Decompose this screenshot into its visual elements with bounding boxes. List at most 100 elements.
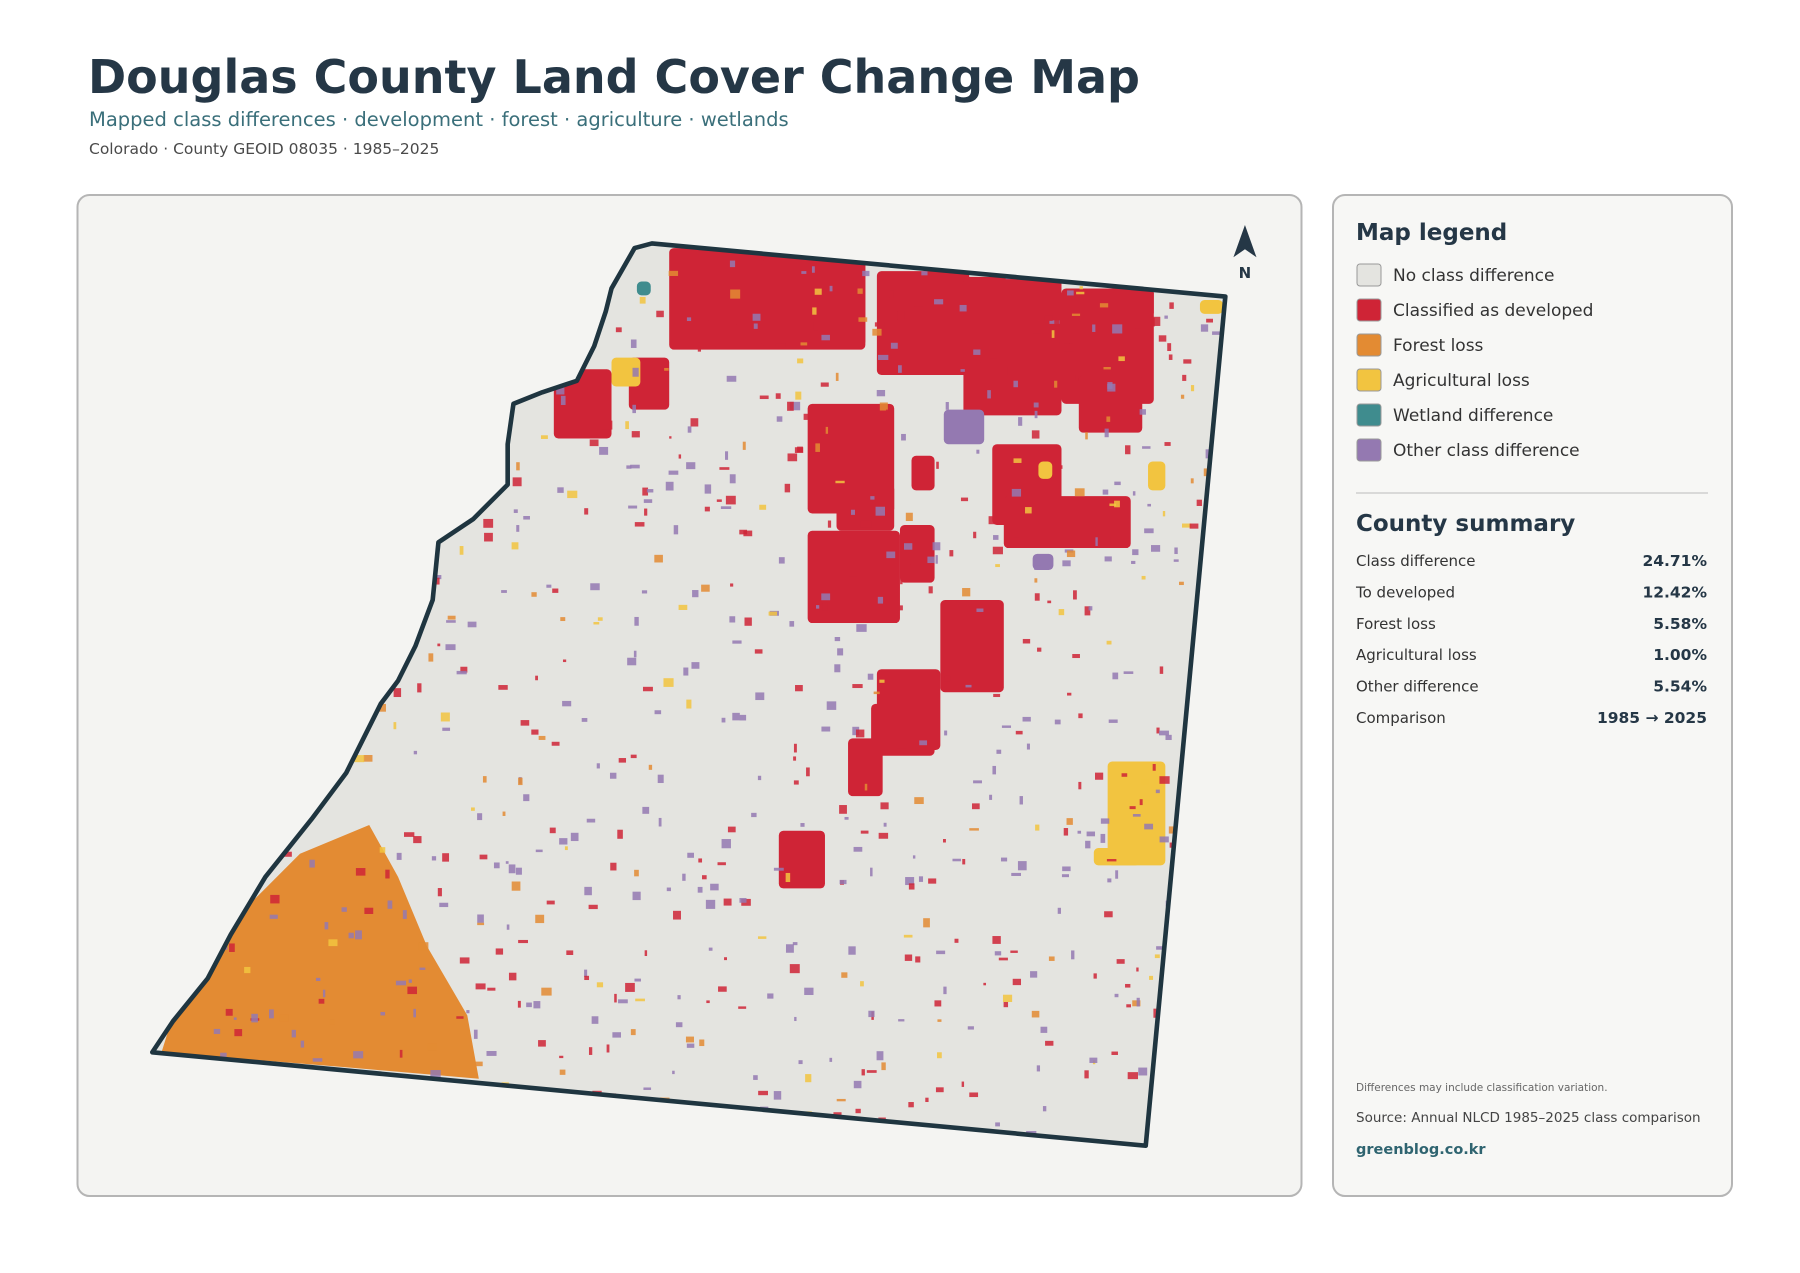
map-patch: [987, 390, 991, 399]
map-patch: [559, 1055, 564, 1059]
map-patch: [1145, 317, 1155, 327]
map-patch: [1115, 870, 1119, 879]
map-patch: [615, 327, 622, 333]
map-patch: [531, 729, 539, 735]
map-patch: [701, 584, 710, 592]
map-patch: [459, 546, 464, 555]
map-patch: [686, 699, 692, 709]
map-patch: [1167, 343, 1172, 352]
map-patch: [493, 862, 500, 869]
map-patch: [505, 861, 509, 864]
map-patch: [526, 1002, 532, 1008]
map-patch: [697, 342, 701, 352]
map-patch: [937, 1052, 942, 1059]
map-patch: [963, 276, 1062, 416]
map-patch: [973, 349, 981, 355]
map-patch: [1035, 824, 1040, 831]
map-patch: [1063, 828, 1069, 836]
map-patch: [447, 615, 456, 620]
map-patch: [910, 555, 919, 565]
map-patch: [1037, 647, 1042, 652]
map-patch: [1169, 302, 1174, 309]
map-patch: [664, 367, 669, 371]
map-patch: [630, 339, 637, 348]
map-patch: [1058, 609, 1065, 616]
map-patch: [657, 774, 664, 784]
map-patch: [617, 829, 623, 839]
map-patch: [936, 461, 939, 469]
map-patch: [923, 918, 930, 928]
map-patch: [634, 869, 639, 877]
map-patch: [1132, 491, 1136, 496]
map-patch: [630, 754, 637, 759]
map-patch: [989, 358, 998, 368]
map-patch: [829, 1057, 833, 1062]
legend-label: Wetland difference: [1393, 406, 1553, 426]
map-patch: [971, 803, 980, 810]
map-patch: [1037, 320, 1041, 324]
side-panel: [1332, 194, 1733, 1197]
map-patch: [857, 288, 863, 294]
note: Differences may include classification v…: [1356, 1082, 1608, 1094]
map-patch: [798, 1060, 803, 1065]
map-patch: [773, 867, 784, 871]
map-patch: [732, 640, 742, 644]
map-patch: [995, 564, 1000, 568]
map-patch: [1125, 983, 1131, 988]
map-patch: [627, 657, 637, 666]
map-patch: [1048, 956, 1055, 961]
map-patch: [757, 936, 767, 939]
map-patch: [599, 446, 609, 455]
map-patch: [710, 883, 719, 891]
map-patch: [706, 1000, 710, 1004]
map-patch: [1001, 725, 1012, 728]
map-patch: [866, 1070, 877, 1073]
map-patch: [862, 270, 870, 277]
map-patch: [1182, 374, 1187, 381]
map-patch: [436, 575, 442, 580]
map-patch: [992, 765, 997, 775]
map-patch: [413, 836, 422, 844]
map-patch: [934, 299, 944, 305]
map-patch: [588, 1047, 593, 1055]
map-patch: [708, 947, 713, 951]
map-patch: [890, 342, 898, 349]
map-patch: [1084, 606, 1091, 616]
map-patch: [1156, 946, 1165, 950]
map-patch: [1071, 313, 1081, 316]
map-patch: [778, 830, 825, 889]
map-patch: [632, 891, 641, 901]
map-patch: [787, 453, 798, 462]
map-patch: [995, 1122, 1000, 1127]
map-patch: [718, 986, 727, 992]
map-patch: [989, 345, 1000, 351]
map-patch: [354, 755, 365, 763]
map-patch: [322, 989, 326, 998]
map-patch: [717, 862, 726, 866]
map-patch: [834, 636, 841, 642]
map-patch: [848, 738, 883, 797]
map-patch: [973, 780, 982, 784]
map-patch: [1058, 465, 1063, 469]
map-patch: [885, 409, 894, 416]
map-patch: [1199, 299, 1224, 314]
map-patch: [1116, 959, 1125, 964]
map-patch: [1022, 716, 1031, 722]
map-patch: [935, 555, 938, 564]
map-patch: [729, 260, 736, 268]
map-patch: [506, 924, 510, 930]
map-patch: [1126, 1004, 1131, 1008]
map-patch: [553, 369, 612, 439]
map-patch: [1164, 442, 1171, 446]
map-patch: [1113, 288, 1154, 318]
map-patch: [516, 462, 520, 471]
map-patch: [880, 802, 889, 810]
map-patch: [1044, 315, 1053, 321]
map-patch: [1196, 499, 1202, 506]
map-patch: [413, 750, 418, 755]
map-patch: [943, 986, 947, 995]
map-patch: [597, 617, 603, 621]
map-patch: [883, 822, 887, 827]
map-patch: [1026, 743, 1030, 750]
map-patch: [976, 449, 980, 454]
